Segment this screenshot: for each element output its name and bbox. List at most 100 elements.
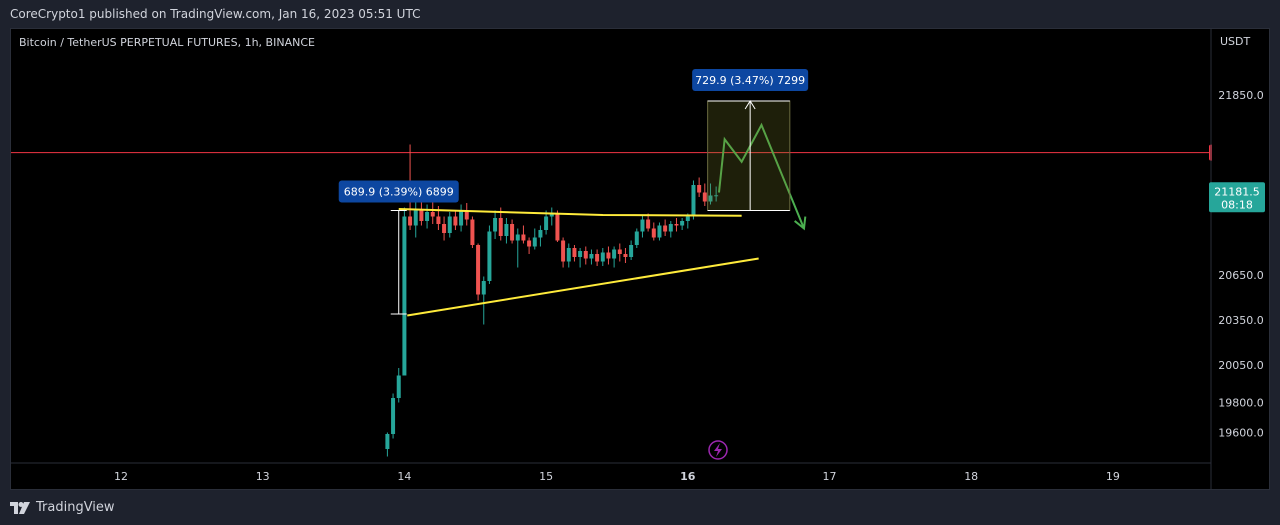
candle: [589, 249, 594, 265]
x-tick-label: 19: [1106, 470, 1120, 483]
candle-body: [549, 213, 554, 217]
candle-body: [600, 252, 605, 262]
candle: [549, 207, 554, 226]
candle-body: [651, 228, 656, 238]
candle: [646, 213, 651, 232]
footer: TradingView: [0, 490, 1280, 525]
tradingview-logo[interactable]: TradingView: [10, 500, 115, 515]
candle-body: [646, 219, 651, 229]
candle-body: [447, 216, 452, 233]
candle-body: [538, 230, 543, 238]
candle-body: [634, 231, 639, 245]
tradingview-icon: [10, 501, 30, 514]
candle: [532, 228, 537, 250]
candle: [668, 221, 673, 238]
candle: [527, 237, 532, 254]
candle-body: [561, 240, 566, 262]
price-axis-bg[interactable]: [1212, 29, 1270, 463]
currency-label: USDT: [1220, 35, 1251, 48]
candle: [691, 180, 696, 220]
candle-body: [510, 224, 515, 241]
candle: [391, 393, 396, 439]
candle: [476, 243, 481, 301]
x-tick-label: 16: [680, 470, 696, 483]
candle: [572, 245, 577, 262]
candle: [470, 216, 475, 248]
candle: [413, 200, 418, 238]
candle: [447, 212, 452, 238]
candle-body: [498, 218, 503, 236]
lightning-icon[interactable]: [708, 440, 728, 460]
candle-body: [691, 185, 696, 217]
candle: [578, 248, 583, 268]
candle: [566, 243, 571, 268]
candle: [487, 225, 492, 284]
candle-body: [521, 234, 526, 241]
x-tick-label: 17: [823, 470, 837, 483]
candle-body: [572, 248, 577, 257]
y-tick-label: 20650.0: [1218, 269, 1264, 282]
candle: [493, 210, 498, 239]
candle-body: [555, 213, 560, 241]
candle-body: [640, 219, 645, 232]
y-tick-label: 21850.0: [1218, 89, 1264, 102]
candle: [651, 222, 656, 241]
candle: [402, 207, 407, 376]
measure-1-label-bg: [338, 180, 459, 203]
candle-body: [629, 245, 634, 257]
trendline-resistance: [398, 208, 742, 217]
candle-body: [515, 234, 520, 241]
y-tick-label: 19800.0: [1218, 397, 1264, 410]
candle-body: [532, 237, 537, 247]
candle: [442, 216, 447, 241]
candle: [595, 249, 600, 266]
candle: [544, 210, 549, 235]
candle-body: [476, 245, 481, 295]
candle: [702, 183, 707, 206]
chart-frame[interactable]: Bitcoin / TetherUS PERPETUAL FUTURES, 1h…: [10, 28, 1270, 490]
candle: [606, 246, 611, 265]
candle: [430, 201, 435, 224]
candle-body: [413, 210, 418, 226]
measure-2-label-bg: [692, 69, 809, 91]
candle-body: [623, 254, 628, 257]
candle-body: [442, 224, 447, 233]
candle-body: [566, 248, 571, 262]
candle-body: [617, 249, 622, 254]
candle-body: [657, 225, 662, 238]
measure-1-label: 689.9 (3.39%) 6899: [344, 186, 454, 199]
candle-body: [453, 216, 458, 226]
candle-body: [481, 281, 486, 295]
candle: [600, 248, 605, 266]
candle-body: [702, 192, 707, 202]
candle: [481, 276, 486, 325]
projection-arrowhead: [794, 216, 807, 231]
chart-canvas[interactable]: Bitcoin / TetherUS PERPETUAL FUTURES, 1h…: [11, 29, 1270, 490]
candle: [419, 201, 424, 226]
candle: [623, 248, 628, 263]
candle: [612, 246, 617, 268]
candle: [629, 240, 634, 260]
last-price-label-bg: [1209, 182, 1265, 213]
candle: [674, 218, 679, 232]
candle: [459, 204, 464, 232]
candle-body: [595, 254, 600, 262]
candle: [510, 219, 515, 244]
publish-attribution: CoreCrypto1 published on TradingView.com…: [0, 0, 1280, 28]
candle: [464, 203, 469, 226]
candle-body: [419, 210, 424, 221]
candle: [617, 243, 622, 262]
candle-body: [663, 225, 668, 232]
candle-body: [385, 434, 390, 449]
x-tick-label: 15: [539, 470, 553, 483]
candle-body: [436, 216, 441, 224]
candle: [515, 228, 520, 268]
candle-body: [714, 195, 719, 197]
candle-body: [402, 216, 407, 376]
candle-body: [408, 216, 413, 226]
candle: [657, 222, 662, 241]
symbol-title: Bitcoin / TetherUS PERPETUAL FUTURES, 1h…: [19, 36, 315, 49]
candle: [385, 432, 390, 457]
candle-body: [697, 185, 702, 193]
candle-body: [708, 195, 713, 202]
